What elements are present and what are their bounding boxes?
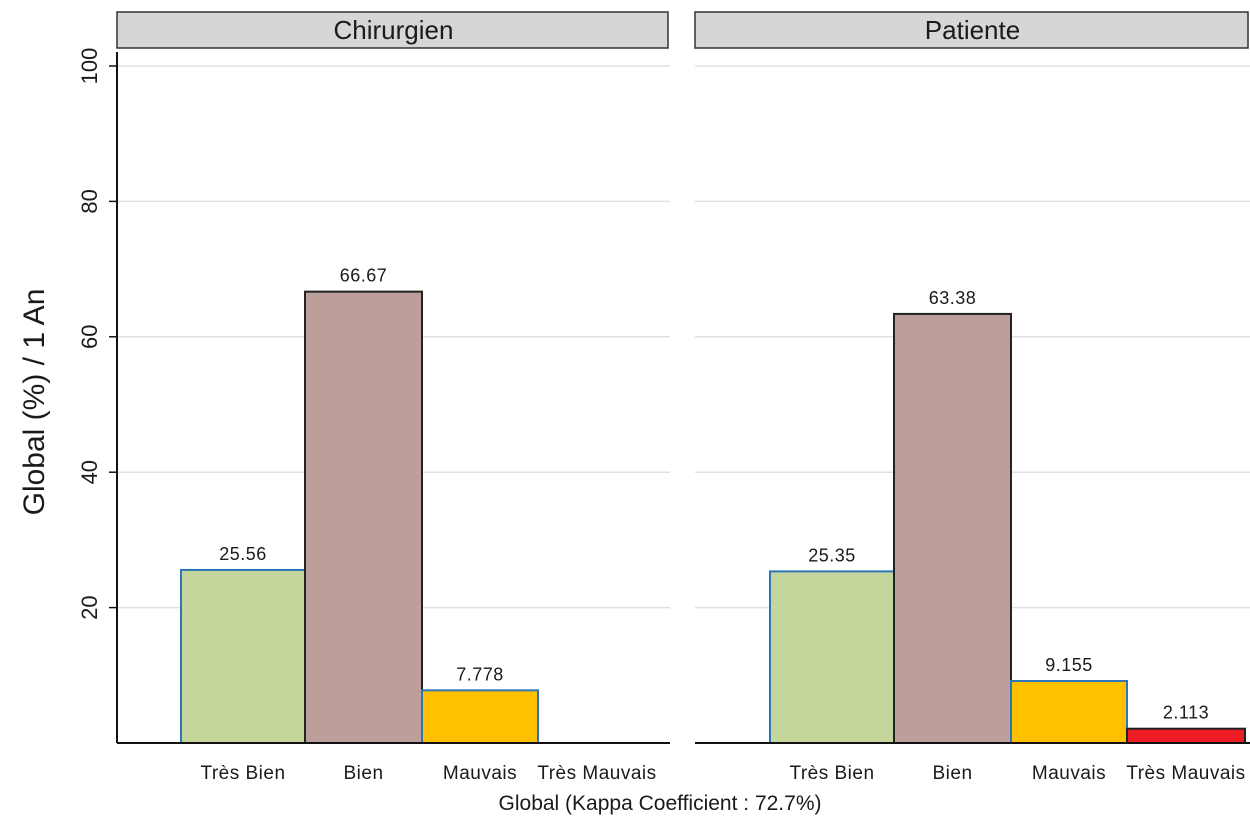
x-tick-label: Très Mauvais <box>537 763 656 784</box>
bar <box>421 689 539 745</box>
bar-value-label: 63.38 <box>929 288 977 308</box>
x-tick-label: Mauvais <box>1032 763 1106 784</box>
bar <box>1010 680 1128 744</box>
x-tick-label: Bien <box>343 763 383 784</box>
y-tick-label: 100 <box>77 48 102 85</box>
bar <box>769 570 895 744</box>
bar-value-label: 66.67 <box>340 266 388 286</box>
x-tick-label: Très Bien <box>789 763 874 784</box>
x-tick-label: Bien <box>932 763 972 784</box>
bar <box>180 568 306 744</box>
y-tick-label: 60 <box>77 325 102 349</box>
facet-strip <box>694 11 1249 49</box>
bar-value-label: 7.778 <box>456 664 504 684</box>
facet-strip-title: Chirurgien <box>334 15 454 45</box>
bar-value-label: 2.113 <box>1163 703 1209 723</box>
y-tick-label: 40 <box>77 460 102 484</box>
bar-value-label: 25.35 <box>808 545 856 565</box>
y-axis-title: Global (%) / 1 An <box>18 289 51 516</box>
y-tick-label: 20 <box>77 595 102 619</box>
bar-value-label: 25.56 <box>219 544 267 564</box>
bar <box>1126 727 1246 745</box>
facet-strip <box>116 11 669 49</box>
x-tick-label: Très Bien <box>200 763 285 784</box>
x-axis-title: Global (Kappa Coefficient : 72.7%) <box>499 792 822 815</box>
bar-value-label: 9.155 <box>1045 655 1093 675</box>
bar <box>304 290 423 744</box>
facet-strip-title: Patiente <box>925 15 1020 45</box>
y-tick-label: 80 <box>77 189 102 213</box>
x-tick-label: Mauvais <box>443 763 517 784</box>
bar <box>893 312 1012 744</box>
x-tick-label: Très Mauvais <box>1126 763 1245 784</box>
